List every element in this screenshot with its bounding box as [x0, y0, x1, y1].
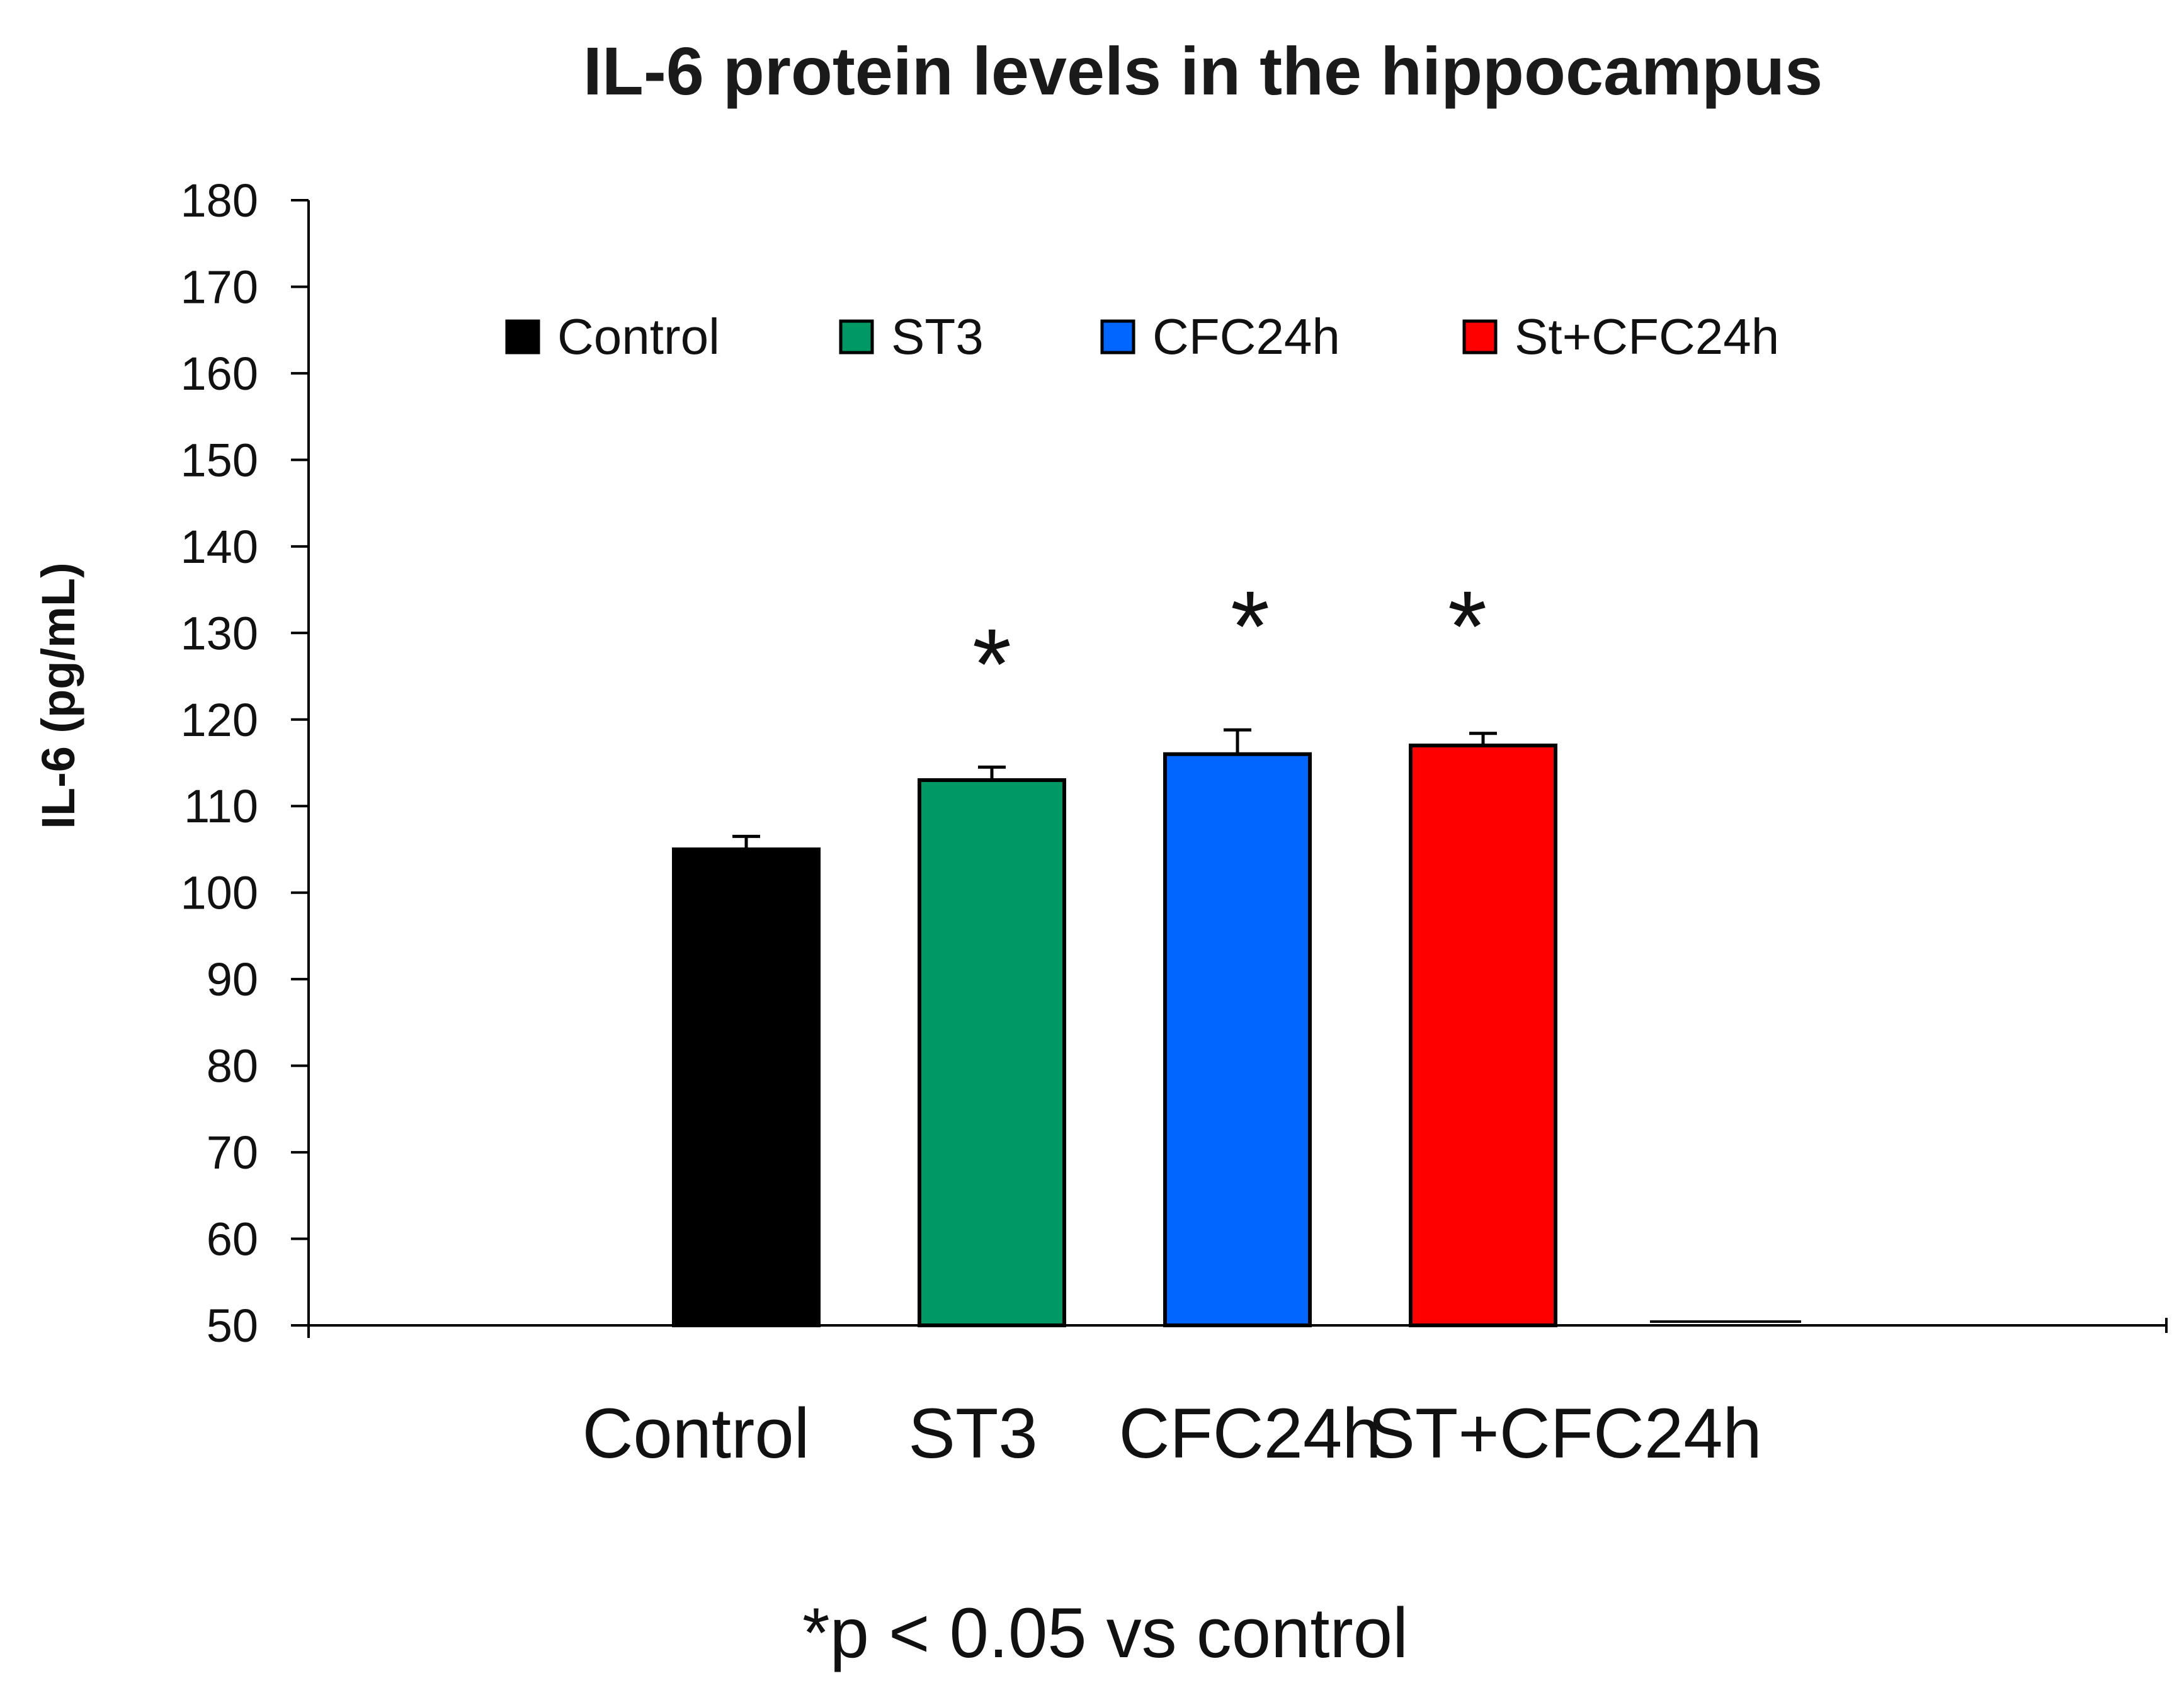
y-tick-label: 150	[181, 434, 258, 486]
y-tick-label: 70	[207, 1126, 258, 1179]
x-category-label: ST+CFC24h	[1368, 1394, 1762, 1473]
legend-label: CFC24h	[1152, 309, 1340, 365]
legend: Control ST3 CFC24h St+CFC24h	[505, 309, 1779, 365]
y-tick-label: 170	[181, 261, 258, 313]
y-tick-label: 120	[181, 694, 258, 746]
chart-title: IL-6 protein levels in the hippocampus	[583, 33, 1823, 109]
y-tick-label: 80	[207, 1040, 258, 1092]
legend-item: St+CFC24h	[1462, 309, 1779, 365]
bar-cfc24h	[1163, 752, 1312, 1328]
significance-star: *	[1231, 570, 1270, 683]
footnote: *p < 0.05 vs control	[802, 1594, 1408, 1672]
legend-label: ST3	[891, 309, 984, 365]
significance-star: *	[1448, 570, 1487, 683]
bar-st3	[918, 778, 1066, 1327]
legend-label: Control	[557, 309, 720, 365]
legend-swatch	[1462, 319, 1498, 354]
y-tick-label: 50	[207, 1300, 258, 1352]
y-tick-label: 160	[181, 348, 258, 400]
y-tick-label: 130	[181, 607, 258, 659]
legend-item: Control	[505, 309, 720, 365]
significance-star: *	[972, 608, 1011, 720]
bars	[672, 744, 1801, 1328]
y-tick-label: 60	[207, 1213, 258, 1266]
y-tick-label: 180	[181, 174, 258, 227]
y-tick-label: 100	[181, 867, 258, 919]
legend-swatch	[839, 319, 874, 354]
y-axis-ticks: 50 60 70 80 90 100 110 120 130 140 150 160 170 180	[181, 174, 309, 1352]
legend-label: St+CFC24h	[1515, 309, 1779, 365]
legend-item: ST3	[839, 309, 984, 365]
significance-markers: * * *	[972, 570, 1487, 720]
error-bars	[732, 728, 1497, 849]
legend-swatch	[505, 319, 540, 354]
x-category-label: Control	[582, 1394, 809, 1473]
y-tick-label: 90	[207, 953, 258, 1006]
x-category-label: ST3	[908, 1394, 1037, 1473]
legend-item: CFC24h	[1100, 309, 1340, 365]
x-category-label: CFC24h	[1118, 1394, 1381, 1473]
y-axis-label: IL-6 (pg/mL)	[32, 562, 84, 829]
y-tick-label: 110	[184, 780, 258, 832]
bar-st-cfc24h	[1409, 744, 1557, 1327]
bar-control	[672, 847, 821, 1327]
y-tick-label: 140	[181, 521, 258, 573]
legend-swatch	[1100, 319, 1135, 354]
